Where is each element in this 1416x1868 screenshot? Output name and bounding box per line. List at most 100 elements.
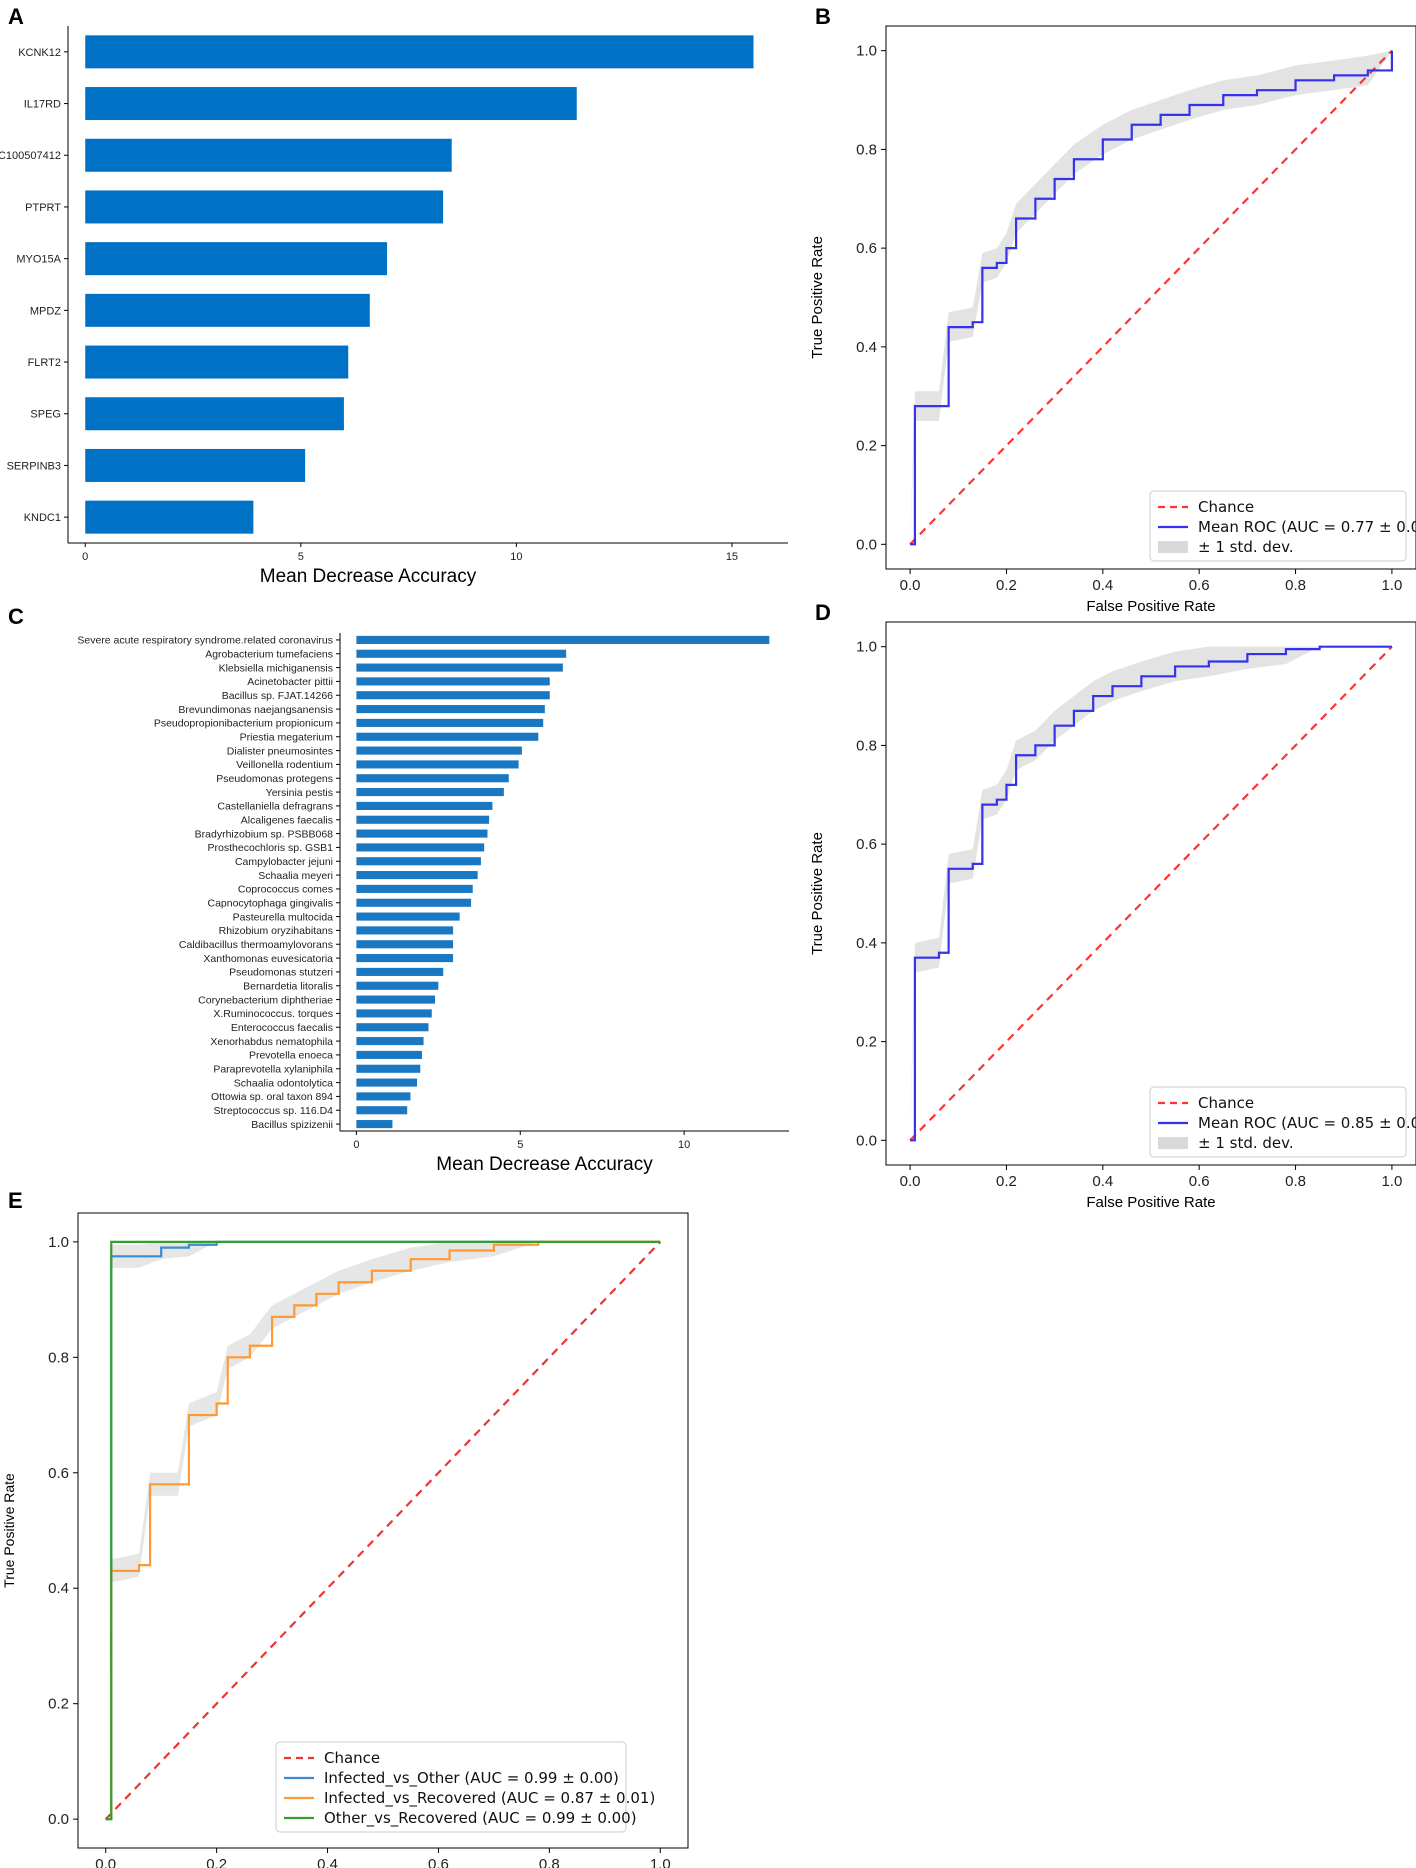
bar	[356, 815, 490, 824]
legend-label: Chance	[1198, 1094, 1254, 1112]
bar	[85, 87, 577, 121]
bar	[356, 746, 522, 755]
y-tick-label: Xanthomonas euvesicatoria	[203, 953, 333, 965]
x-tick-label: 0.0	[95, 1856, 116, 1868]
legend-label: Mean ROC (AUC = 0.77 ± 0.02)	[1198, 518, 1416, 536]
chance-line	[909, 645, 1393, 1142]
y-tick-label: Bernardetia litoralis	[243, 981, 333, 993]
legend-label: Chance	[1198, 498, 1254, 516]
y-tick-label: 0.2	[48, 1696, 69, 1713]
legend-label: Infected_vs_Other (AUC = 0.99 ± 0.00)	[324, 1769, 619, 1788]
x-axis-title: False Positive Rate	[1086, 598, 1215, 615]
bar	[356, 718, 544, 727]
bar	[356, 788, 504, 797]
x-tick-label: 1.0	[1381, 577, 1402, 594]
legend-swatch	[1158, 541, 1188, 553]
bar	[85, 345, 349, 379]
panel-letter: C	[8, 604, 24, 629]
y-tick-label: Ottowia sp. oral taxon 894	[211, 1091, 333, 1103]
bar	[85, 35, 754, 69]
legend-label: Other_vs_Recovered (AUC = 0.99 ± 0.00)	[324, 1809, 637, 1828]
panel-c: C Severe acute respiratory syndrome.relat…	[8, 604, 789, 1175]
y-tick-label: SPEG	[30, 409, 61, 421]
y-tick-label: 0.0	[856, 1132, 877, 1149]
legend-box	[275, 1741, 627, 1833]
panel-d: D 0.0 0.2 0.4 0.6 0.8 1.0 0.0 0.2 0.4 0.6 0.8 1.0 Fal…	[809, 600, 1416, 1211]
bar	[85, 397, 344, 431]
chance-line	[909, 49, 1393, 546]
y-tick-label: FLRT2	[28, 357, 61, 369]
bar	[356, 635, 770, 644]
y-tick-label: Pasteurella multocida	[233, 911, 334, 923]
x-tick-label: 0.2	[996, 577, 1017, 594]
bar	[356, 801, 493, 810]
y-tick-label: 0.8	[48, 1349, 69, 1366]
x-tick-label: 15	[726, 551, 738, 563]
bar	[85, 138, 452, 172]
chance-line	[104, 1241, 662, 1820]
y-tick-label: Pseudomonas stutzeri	[229, 967, 333, 979]
y-axis-title: True Positive Rate	[1, 1473, 17, 1588]
y-tick-label: 0.2	[856, 1034, 877, 1051]
bar	[356, 774, 509, 783]
x-tick-label: 0.4	[1092, 577, 1113, 594]
bar	[356, 843, 485, 852]
bar	[85, 500, 254, 534]
bar	[356, 981, 439, 990]
panel-e: E0.00.20.40.60.81.00.00.20.40.60.81.0Fal…	[1, 1188, 689, 1868]
y-tick-label: Priestia megaterium	[240, 732, 334, 744]
y-tick-label: Coprococcus comes	[238, 884, 333, 896]
legend-label: Infected_vs_Recovered (AUC = 0.87 ± 0.01…	[324, 1789, 655, 1808]
plot-frame	[77, 1212, 689, 1849]
y-tick-label: Severe acute respiratory syndrome.relate…	[77, 635, 333, 647]
legend-label: ± 1 std. dev.	[1198, 538, 1294, 556]
bar	[356, 884, 473, 893]
y-tick-label: Veillonella rodentium	[236, 759, 333, 771]
y-tick-label: Pseudomonas protegens	[216, 773, 333, 785]
bar	[356, 663, 563, 672]
y-tick-label: Corynebacterium diphtheriae	[198, 994, 333, 1006]
legend-label: Chance	[324, 1749, 380, 1767]
x-axis-title: Mean Decrease Accuracy	[436, 1154, 653, 1175]
y-tick-label: 0.0	[856, 536, 877, 553]
bar	[356, 857, 481, 866]
y-tick-label: Rhizobium oryzihabitans	[219, 925, 333, 937]
x-tick-label: 0.8	[539, 1856, 560, 1868]
x-tick-label: 0	[353, 1139, 359, 1151]
bar	[356, 898, 472, 907]
y-tick-label: Prevotella enoeca	[249, 1050, 333, 1062]
y-tick-label: 0.6	[856, 240, 877, 257]
bar	[356, 954, 454, 963]
x-tick-label: 0.6	[1189, 1173, 1210, 1190]
y-tick-label: 0.6	[48, 1465, 69, 1482]
roc-curve	[910, 50, 1394, 546]
bar	[356, 649, 567, 658]
panel-b: B 0.0 0.2 0.4 0.6 0.8 1.0 0.0 0.2 0.4 0.6 0.8 1.0 Fal…	[809, 4, 1416, 615]
panel-letter: A	[8, 4, 24, 29]
bar	[356, 940, 454, 949]
bar	[356, 871, 478, 880]
x-tick-label: 0.6	[428, 1856, 449, 1868]
legend: Chance Mean ROC (AUC = 0.85 ± 0.01) ± 1 st…	[1149, 1086, 1416, 1158]
y-tick-label: Yersinia pestis	[266, 787, 333, 799]
y-tick-label: 0.6	[856, 836, 877, 853]
legend-box	[1149, 490, 1407, 562]
legend: Chance Infected_vs_Other (AUC = 0.99 ± 0.…	[275, 1741, 655, 1833]
x-tick-label: 0.2	[996, 1173, 1017, 1190]
y-tick-label: PTPRT	[25, 202, 61, 214]
y-tick-label: 0.0	[48, 1811, 69, 1828]
bar	[356, 677, 550, 686]
legend-swatch	[1158, 1137, 1188, 1149]
x-tick-label: 0.4	[1092, 1173, 1113, 1190]
y-tick-label: 0.4	[856, 935, 877, 952]
x-tick-label: 0.0	[900, 1173, 921, 1190]
bar	[356, 1106, 408, 1115]
bar	[356, 1064, 421, 1073]
y-tick-label: Castellaniella defragrans	[217, 801, 333, 813]
y-tick-label: X.Ruminococcus. torques	[213, 1008, 333, 1020]
x-axis-title: False Positive Rate	[1086, 1194, 1215, 1211]
roc-curve	[105, 1240, 661, 1821]
bar	[85, 293, 370, 327]
y-tick-label: 0.4	[48, 1580, 69, 1597]
bar	[356, 1092, 411, 1101]
